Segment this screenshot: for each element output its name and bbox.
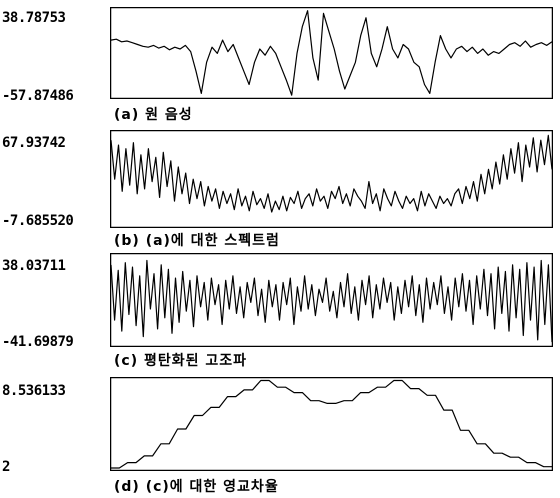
spectrum-chart-b — [110, 130, 553, 228]
harmonic-chart-c — [110, 253, 553, 347]
plot-c — [110, 253, 553, 347]
y-max-label: 8.536133 — [2, 383, 66, 399]
y-min-label: -7.685520 — [2, 213, 74, 229]
plot-frame — [110, 7, 553, 99]
plot-b — [110, 130, 553, 228]
waveform-chart-a — [110, 7, 553, 99]
caption-c: (c) 평탄화된 고조파 — [114, 353, 248, 369]
caption-d: (d) (c)에 대한 영교차율 — [114, 479, 279, 495]
y-max-label: 38.78753 — [2, 10, 66, 26]
series-line — [110, 259, 553, 343]
plot-frame — [110, 253, 553, 347]
series-line — [111, 379, 552, 469]
panel-c: 38.03711 -41.69879 (c) 평탄화된 고조파 — [0, 248, 560, 372]
plot-frame — [110, 377, 553, 471]
y-min-label: -57.87486 — [2, 88, 74, 104]
panel-d: 8.536133 2 (d) (c)에 대한 영교차율 — [0, 373, 560, 498]
panel-a: 38.78753 -57.87486 (a) 원 음성 — [0, 0, 560, 132]
panel-b: 67.93742 -7.685520 (b) (a)에 대한 스펙트럼 — [0, 125, 560, 249]
plot-d — [110, 377, 553, 471]
y-max-label: 67.93742 — [2, 135, 66, 151]
series-line — [110, 10, 553, 96]
y-max-label: 38.03711 — [2, 258, 66, 274]
y-min-label: -41.69879 — [2, 334, 74, 350]
plot-frame — [110, 130, 553, 228]
y-min-label: 2 — [2, 459, 10, 475]
zcr-chart-d — [110, 377, 553, 471]
caption-a: (a) 원 음성 — [114, 107, 193, 123]
plot-a — [110, 7, 553, 99]
caption-b: (b) (a)에 대한 스펙트럼 — [114, 233, 280, 249]
series-line — [110, 134, 553, 213]
